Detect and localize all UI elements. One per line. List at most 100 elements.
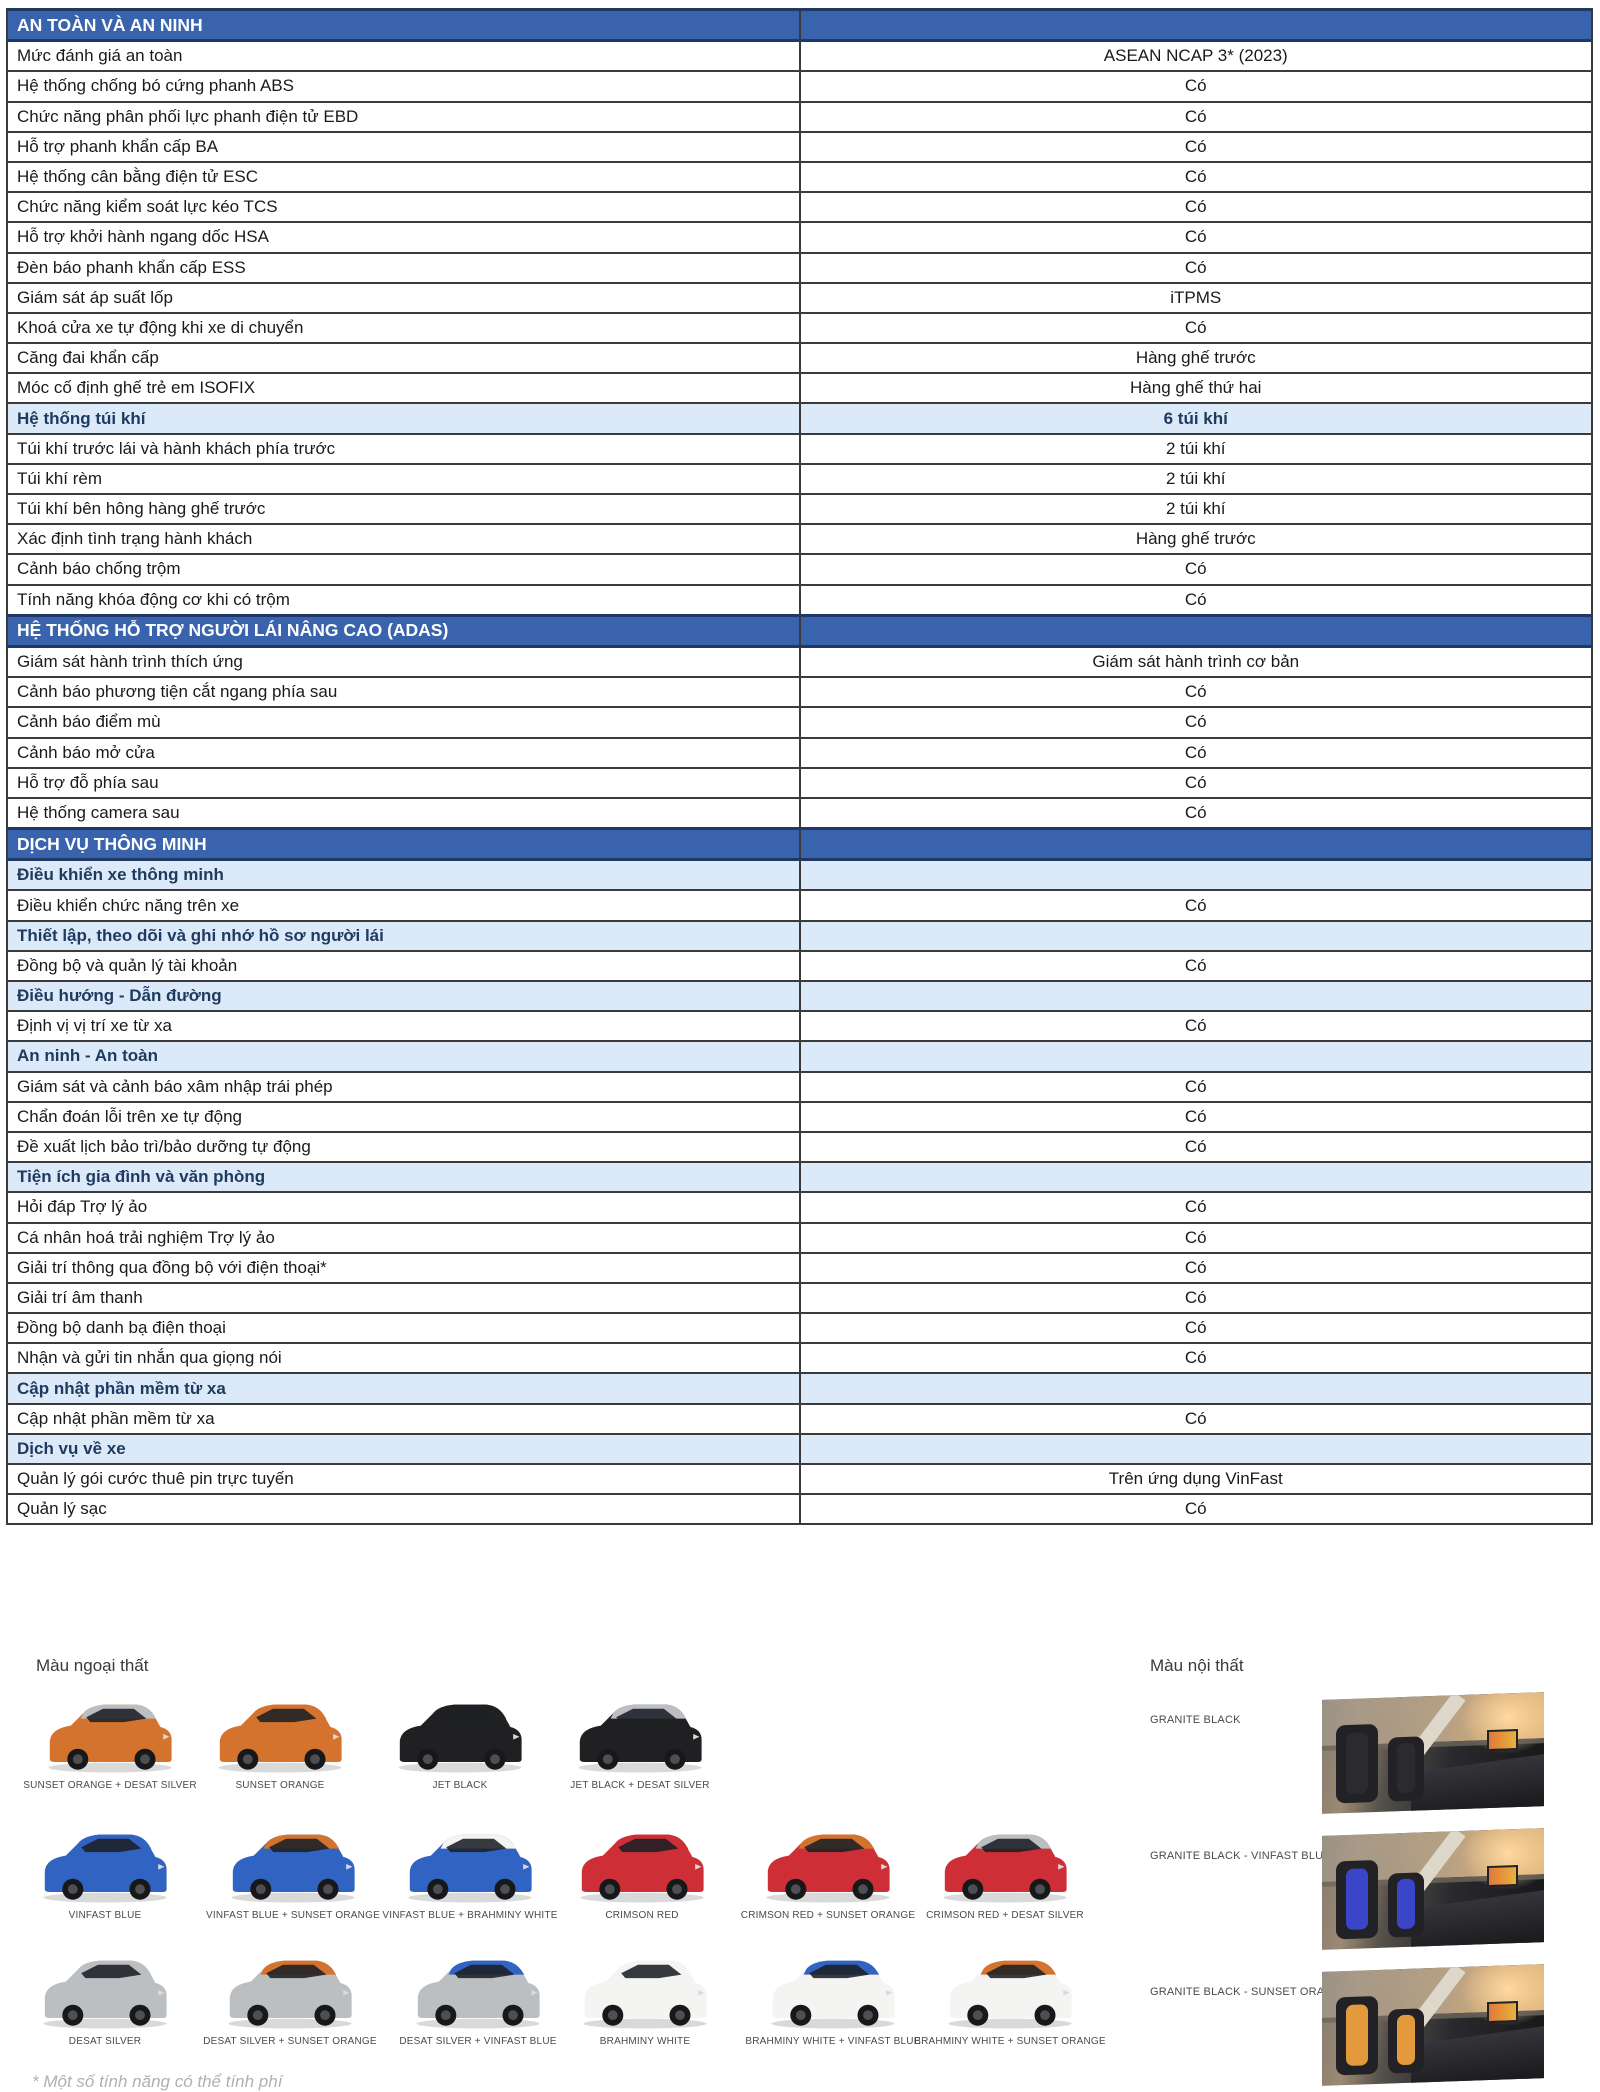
- spec-row: Cảnh báo chống trộm Có: [6, 553, 1593, 586]
- spec-table-body: AN TOÀN VÀ AN NINH Mức đánh giá an toàn AS…: [6, 7, 1593, 1526]
- interior-colors-title: Màu nội thất: [1150, 1656, 1244, 1675]
- interior-seat: [1388, 2008, 1424, 2074]
- spec-value: [798, 979, 1593, 1013]
- spec-label: Nhận và gửi tin nhắn qua giọng nói: [6, 1342, 801, 1375]
- car-image: [948, 1960, 1072, 2029]
- spec-row: Quản lý sạc Có: [6, 1493, 1593, 1526]
- spec-row: Cảnh báo phương tiện cắt ngang phía sau C…: [6, 676, 1593, 709]
- spec-row: Hỗ trợ đỗ phía sau Có: [6, 766, 1593, 799]
- car-image: [771, 1960, 895, 2029]
- spec-value: Hàng ghế trước: [798, 342, 1593, 375]
- car-color-label: VINFAST BLUE + SUNSET ORANGE: [206, 1910, 380, 1921]
- interior-photo: [1322, 1964, 1544, 2086]
- spec-value: 2 túi khí: [798, 462, 1593, 496]
- spec-label: Căng đai khẩn cấp: [6, 342, 801, 375]
- spec-value: Có: [798, 251, 1593, 284]
- spec-value: [798, 1161, 1593, 1194]
- spec-value: Hàng ghế trước: [798, 523, 1593, 556]
- spec-value: Hàng ghế thứ hai: [798, 372, 1593, 405]
- car-color-label: DESAT SILVER + SUNSET ORANGE: [203, 2036, 377, 2047]
- spec-label: Giám sát và cảnh báo xâm nhập trái phép: [6, 1070, 801, 1103]
- spec-label: AN TOÀN VÀ AN NINH: [6, 7, 801, 43]
- interior-dashboard: [1410, 1753, 1544, 1814]
- spec-row: Mức đánh giá an toàn ASEAN NCAP 3* (2023): [6, 39, 1593, 73]
- spec-value: Có: [798, 736, 1593, 769]
- spec-value: ASEAN NCAP 3* (2023): [798, 39, 1593, 73]
- spec-row: Hỗ trợ phanh khẩn cấp BA Có: [6, 130, 1593, 163]
- spec-label: Hệ thống túi khí: [6, 402, 801, 435]
- car-color-label: JET BLACK: [432, 1780, 488, 1791]
- spec-value: [798, 858, 1593, 892]
- spec-row: Điều khiển xe thông minh: [6, 858, 1593, 892]
- spec-label: Định vị vị trí xe từ xa: [6, 1010, 801, 1043]
- car-color-label: SUNSET ORANGE: [235, 1780, 325, 1791]
- spec-value: Có: [798, 130, 1593, 163]
- spec-label: An ninh - An toàn: [6, 1040, 801, 1073]
- interior-touchscreen: [1487, 1729, 1518, 1752]
- spec-row: Xác định tình trạng hành khách Hàng ghế t…: [6, 523, 1593, 556]
- spec-value: Có: [798, 1342, 1593, 1375]
- spec-value: Có: [798, 583, 1593, 617]
- car-image: [48, 1704, 172, 1773]
- exterior-color-item: VINFAST BLUE: [15, 1822, 195, 1921]
- spec-row: AN TOÀN VÀ AN NINH: [6, 7, 1593, 43]
- exterior-color-item: VINFAST BLUE + SUNSET ORANGE: [203, 1822, 383, 1921]
- spec-label: Túi khí trước lái và hành khách phía trư…: [6, 432, 801, 465]
- spec-row: Tính năng khóa động cơ khi có trộm Có: [6, 583, 1593, 617]
- spec-row: Cảnh báo điểm mù Có: [6, 706, 1593, 739]
- interior-dashboard: [1410, 2025, 1544, 2086]
- car-color-label: BRAHMINY WHITE + VINFAST BLUE: [745, 2036, 921, 2047]
- spec-label: Hệ thống chống bó cứng phanh ABS: [6, 70, 801, 103]
- spec-row: Chẩn đoán lỗi trên xe tự động Có: [6, 1100, 1593, 1133]
- spec-value: Giám sát hành trình cơ bản: [798, 645, 1593, 679]
- spec-label: Túi khí bên hông hàng ghế trước: [6, 492, 801, 526]
- spec-label: Móc cố định ghế trẻ em ISOFIX: [6, 372, 801, 405]
- spec-row: Giải trí thông qua đồng bộ với điện thoạ…: [6, 1251, 1593, 1284]
- car-color-label: VINFAST BLUE: [68, 1910, 142, 1921]
- exterior-color-item: CRIMSON RED: [552, 1822, 732, 1921]
- exterior-color-item: DESAT SILVER: [15, 1948, 195, 2047]
- spec-row: Đồng bộ danh bạ điện thoại Có: [6, 1312, 1593, 1345]
- spec-row: Đèn báo phanh khẩn cấp ESS Có: [6, 251, 1593, 284]
- spec-label: Chẩn đoán lỗi trên xe tự động: [6, 1100, 801, 1133]
- spec-row: Hỏi đáp Trợ lý ảo Có: [6, 1191, 1593, 1224]
- spec-label: Cảnh báo phương tiện cắt ngang phía sau: [6, 676, 801, 709]
- spec-row: Hệ thống túi khí 6 túi khí: [6, 402, 1593, 435]
- car-color-label: BRAHMINY WHITE: [599, 2036, 691, 2047]
- spec-row: Túi khí trước lái và hành khách phía trư…: [6, 432, 1593, 465]
- spec-label: HỆ THỐNG HỖ TRỢ NGƯỜI LÁI NÂNG CAO (ADAS…: [6, 613, 801, 648]
- spec-label: Cá nhân hoá trải nghiệm Trợ lý ảo: [6, 1221, 801, 1254]
- spec-value: Có: [798, 1100, 1593, 1133]
- spec-label: Hỗ trợ khởi hành ngang dốc HSA: [6, 221, 801, 254]
- car-image: [416, 1960, 540, 2029]
- spec-label: Mức đánh giá an toàn: [6, 39, 801, 73]
- spec-value: Có: [798, 1312, 1593, 1345]
- car-image: [43, 1960, 167, 2029]
- interior-seat: [1336, 1723, 1378, 1804]
- car-image: [218, 1704, 342, 1773]
- spec-row: An ninh - An toàn: [6, 1040, 1593, 1073]
- spec-row: Giải trí âm thanh Có: [6, 1281, 1593, 1315]
- spec-value: [798, 919, 1593, 952]
- exterior-color-item: CRIMSON RED + DESAT SILVER: [915, 1822, 1095, 1921]
- car-image: [578, 1704, 702, 1773]
- spec-row: Điều hướng - Dẫn đường: [6, 979, 1593, 1013]
- spec-row: Cập nhật phần mềm từ xa Có: [6, 1402, 1593, 1435]
- spec-label: Giám sát hành trình thích ứng: [6, 645, 801, 679]
- spec-label: Đồng bộ danh bạ điện thoại: [6, 1312, 801, 1345]
- car-image: [943, 1834, 1067, 1903]
- car-color-label: JET BLACK + DESAT SILVER: [570, 1780, 710, 1791]
- spec-value: 2 túi khí: [798, 492, 1593, 526]
- car-image: [408, 1834, 532, 1903]
- exterior-color-item: SUNSET ORANGE: [190, 1692, 370, 1791]
- spec-row: Khoá cửa xe tự động khi xe di chuyển Có: [6, 311, 1593, 345]
- spec-value: Có: [798, 1070, 1593, 1103]
- interior-seat: [1388, 1736, 1424, 1802]
- car-color-label: CRIMSON RED + SUNSET ORANGE: [740, 1910, 916, 1921]
- spec-value: Có: [798, 1281, 1593, 1315]
- interior-seat: [1336, 1995, 1378, 2076]
- exterior-color-item: BRAHMINY WHITE: [555, 1948, 735, 2047]
- footnote: * Một số tính năng có thể tính phí: [32, 2072, 283, 2091]
- car-color-label: CRIMSON RED: [605, 1910, 679, 1921]
- spec-label: Hỗ trợ đỗ phía sau: [6, 766, 801, 799]
